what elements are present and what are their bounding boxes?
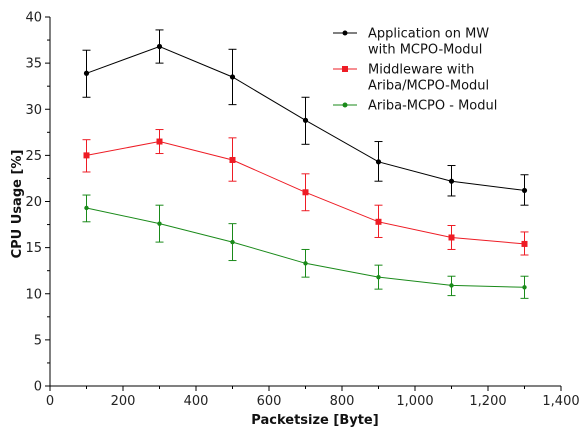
data-point <box>375 218 382 225</box>
x-tick-label: 1,200 <box>469 394 506 409</box>
legend-label: Ariba-MCPO - Modul <box>368 99 497 114</box>
data-point <box>375 159 382 165</box>
x-tick-label: 600 <box>257 394 282 409</box>
x-axis-title: Packetsize [Byte] <box>251 413 378 428</box>
data-point <box>449 283 454 288</box>
legend-entry-3: Ariba-MCPO - Modul <box>333 99 497 114</box>
legend-label: Application on MW <box>368 27 489 42</box>
data-point <box>521 187 528 194</box>
data-point <box>229 74 236 80</box>
data-point <box>230 239 235 245</box>
y-axis: 0 5 10 15 20 25 30 35 40 <box>25 11 51 395</box>
data-point <box>83 70 90 76</box>
y-tick-label: 20 <box>25 195 42 210</box>
legend-marker <box>342 30 348 36</box>
data-point <box>83 152 90 159</box>
legend-marker <box>342 66 348 72</box>
data-point <box>156 138 163 145</box>
x-tick-label: 0 <box>46 394 54 409</box>
y-axis-title: CPU Usage [%] <box>10 150 25 259</box>
legend-label: Middleware with <box>368 63 474 78</box>
data-point <box>448 178 455 184</box>
x-tick-label: 400 <box>184 394 209 409</box>
data-point <box>302 189 309 196</box>
plot-area <box>82 29 529 299</box>
y-tick-label: 5 <box>34 333 42 348</box>
x-axis: 0 200 400 600 800 1,000 1,200 1,400 <box>46 385 580 409</box>
x-tick-label: 1,400 <box>542 394 579 409</box>
data-point <box>521 240 528 247</box>
data-point <box>302 117 309 123</box>
x-tick-label: 800 <box>330 394 355 409</box>
y-tick-label: 35 <box>25 57 42 72</box>
y-tick-label: 10 <box>25 287 42 302</box>
x-tick-label: 1,000 <box>396 394 433 409</box>
data-point <box>84 205 89 211</box>
legend-label: Ariba/MCPO-Modul <box>368 79 489 94</box>
data-point <box>376 274 381 280</box>
y-tick-label: 40 <box>25 11 42 26</box>
y-tick-label: 30 <box>25 103 42 118</box>
data-point <box>157 221 162 226</box>
y-tick-label: 25 <box>25 149 42 164</box>
series-3 <box>82 194 529 299</box>
series-1 <box>82 29 529 206</box>
data-point <box>448 234 455 241</box>
data-point <box>303 261 308 266</box>
legend-label: with MCPO-Modul <box>368 43 482 58</box>
data-point <box>522 285 527 290</box>
y-tick-label: 15 <box>25 241 42 256</box>
series-2 <box>82 129 529 256</box>
data-point <box>156 43 163 50</box>
data-point <box>229 156 236 163</box>
legend-marker <box>342 102 348 108</box>
y-tick-label: 0 <box>34 380 42 395</box>
x-tick-label: 200 <box>111 394 136 409</box>
